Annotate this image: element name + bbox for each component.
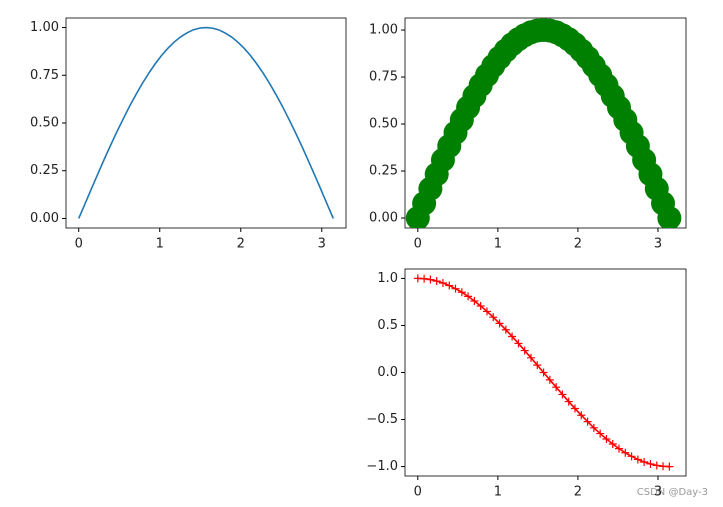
x-tick-label: 0 [75, 237, 83, 252]
marker [608, 440, 617, 449]
plot-area [405, 18, 682, 228]
y-tick-label: 0.75 [30, 68, 59, 83]
marker [614, 444, 623, 453]
y-tick-label: 0.25 [369, 164, 398, 179]
marker [426, 275, 435, 284]
marker [577, 411, 586, 420]
y-tick-label: 0.0 [377, 365, 398, 380]
marker [464, 292, 473, 301]
marker [457, 288, 466, 297]
marker [652, 461, 661, 470]
y-tick-label: 0.5 [377, 318, 398, 333]
marker [438, 279, 447, 288]
x-tick-label: 2 [574, 237, 582, 252]
axes-frame [65, 17, 347, 229]
data-line [77, 26, 335, 219]
marker [470, 296, 479, 305]
marker [501, 325, 510, 334]
marker [432, 277, 441, 286]
marker [602, 435, 611, 444]
marker [640, 457, 649, 466]
x-tick-label: 1 [494, 485, 502, 500]
marker [545, 375, 554, 384]
y-tick-label: 1.00 [369, 23, 398, 38]
x-tick-label: 3 [654, 485, 662, 500]
marker [570, 404, 579, 413]
marker [583, 417, 592, 426]
marker [489, 313, 498, 322]
marker [482, 307, 491, 316]
x-tick-label: 0 [414, 237, 422, 252]
marker [451, 284, 460, 293]
marker [533, 361, 542, 370]
y-tick-label: −1.0 [366, 459, 398, 474]
y-tick-label: 0.50 [369, 117, 398, 132]
marker [621, 448, 630, 457]
x-tick-label: 1 [494, 237, 502, 252]
y-tick-label: 0.00 [369, 211, 398, 226]
x-tick-label: 1 [156, 237, 164, 252]
marker [420, 274, 429, 283]
marker [520, 346, 529, 355]
marker [589, 423, 598, 432]
y-tick-label: 0.75 [369, 70, 398, 85]
marker [665, 462, 674, 471]
marker [564, 397, 573, 406]
x-tick-label: 0 [414, 485, 422, 500]
y-tick-label: 0.00 [30, 211, 59, 226]
y-tick-label: 1.00 [30, 20, 59, 35]
y-tick-label: −0.5 [366, 412, 398, 427]
x-tick-label: 3 [318, 237, 326, 252]
marker [646, 459, 655, 468]
marker [508, 332, 517, 341]
plot-area [77, 26, 335, 219]
marker [657, 206, 682, 228]
watermark: CSDN @Day-3 [637, 487, 708, 498]
marker [445, 281, 454, 290]
x-tick-label: 3 [654, 237, 662, 252]
y-tick-label: 0.50 [30, 116, 59, 131]
marker [527, 353, 536, 362]
y-tick-label: 0.25 [30, 163, 59, 178]
marker [495, 319, 504, 328]
marker [558, 390, 567, 399]
marker [633, 455, 642, 464]
x-tick-label: 2 [237, 237, 245, 252]
x-tick-label: 2 [574, 485, 582, 500]
plot-area [413, 274, 674, 471]
marker [514, 339, 523, 348]
marker [596, 429, 605, 438]
marker [476, 301, 485, 310]
axes-frame [404, 17, 687, 229]
y-tick-label: 1.0 [377, 271, 398, 286]
marker [552, 383, 561, 392]
marker [627, 452, 636, 461]
marker [539, 368, 548, 377]
